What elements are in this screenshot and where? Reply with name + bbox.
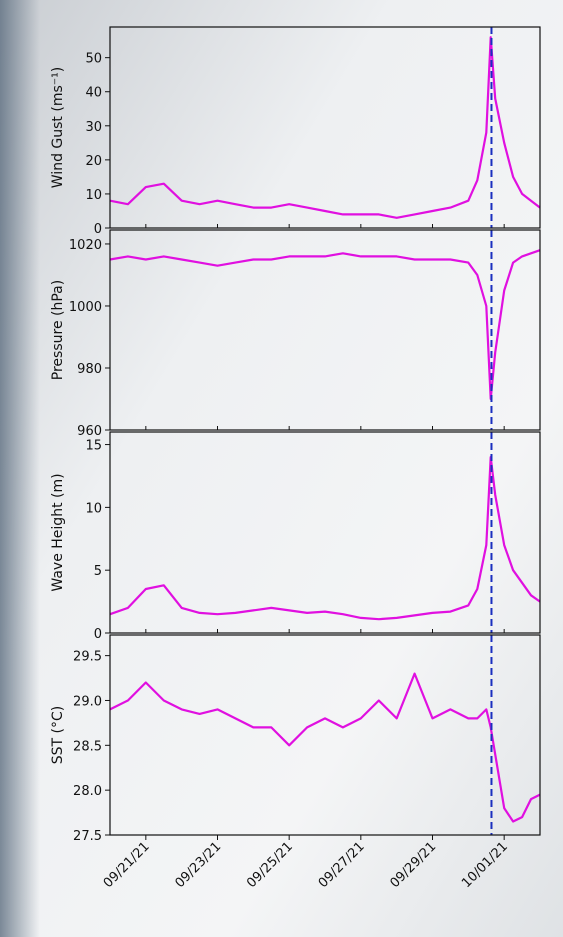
data-line bbox=[109, 672, 541, 823]
y-axis-label: Wave Height (m) bbox=[50, 473, 66, 591]
y-tick-label: 28.5 bbox=[73, 739, 102, 754]
y-tick-label: 960 bbox=[77, 424, 102, 439]
y-tick-label: 30 bbox=[85, 120, 102, 135]
y-tick-label: 980 bbox=[77, 362, 102, 377]
y-tick-label: 29.0 bbox=[73, 694, 102, 709]
panel-frame bbox=[109, 634, 541, 836]
y-axis-label: Wind Gust (ms⁻¹) bbox=[50, 67, 66, 188]
y-tick-label: 15 bbox=[85, 439, 102, 454]
panel-frame bbox=[109, 229, 541, 431]
y-tick-label: 1020 bbox=[69, 238, 102, 253]
data-line bbox=[109, 36, 541, 219]
y-tick-label: 10 bbox=[85, 188, 102, 203]
panel-frame bbox=[109, 431, 541, 634]
data-line bbox=[109, 249, 541, 401]
y-axis-label: SST (°C) bbox=[50, 706, 66, 764]
y-tick-label: 10 bbox=[85, 501, 102, 516]
data-line bbox=[109, 456, 541, 621]
y-tick-label: 28.0 bbox=[73, 784, 102, 799]
y-tick-label: 1000 bbox=[69, 300, 102, 315]
y-tick-label: 29.5 bbox=[73, 650, 102, 665]
y-tick-label: 40 bbox=[85, 86, 102, 101]
y-axis-label: Pressure (hPa) bbox=[50, 280, 66, 380]
y-tick-label: 50 bbox=[85, 52, 102, 67]
y-tick-label: 27.5 bbox=[73, 829, 102, 844]
background-edge bbox=[0, 0, 40, 937]
y-tick-label: 0 bbox=[94, 222, 102, 237]
y-tick-label: 0 bbox=[94, 627, 102, 642]
y-tick-label: 20 bbox=[85, 154, 102, 169]
panel-frame bbox=[109, 26, 541, 229]
y-tick-label: 5 bbox=[94, 564, 102, 579]
